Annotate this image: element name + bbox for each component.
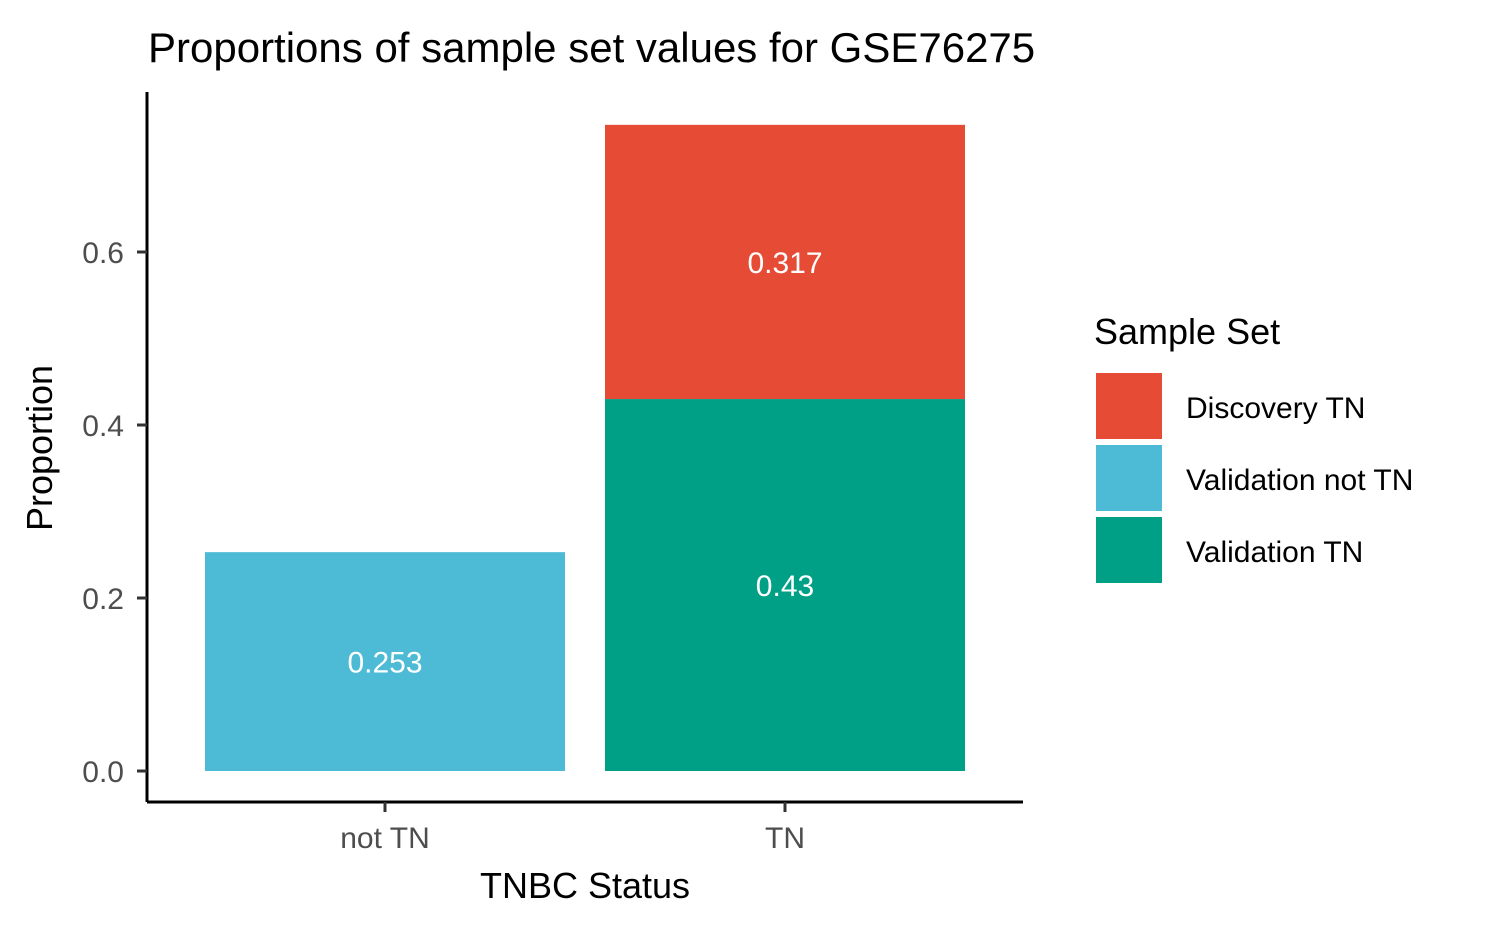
x-axis-title: TNBC Status (480, 865, 690, 906)
chart-title: Proportions of sample set values for GSE… (148, 24, 1035, 71)
data-label: 0.253 (347, 647, 422, 680)
legend-label: Validation TN (1186, 536, 1363, 569)
y-tick-label: 0.0 (82, 756, 124, 789)
y-tick-label: 0.6 (82, 237, 124, 270)
legend-key (1094, 443, 1164, 513)
x-tick-label: TN (765, 822, 805, 855)
bar-validation-tn (605, 399, 965, 771)
legend: Sample Set Discovery TN Validation not TN… (1094, 311, 1413, 585)
x-axis-ticks: not TN TN (340, 802, 805, 855)
bar-validation-not-tn (205, 552, 565, 771)
y-axis-title: Proportion (19, 365, 60, 531)
bar-discovery-tn (605, 124, 965, 400)
y-tick-label: 0.2 (82, 583, 124, 616)
legend-title: Sample Set (1094, 311, 1280, 352)
legend-key (1094, 515, 1164, 585)
legend-label: Discovery TN (1186, 392, 1365, 425)
plot-area: 0.253 0.43 0.317 (205, 124, 965, 771)
data-label: 0.43 (756, 570, 814, 603)
y-axis-ticks: 0.0 0.2 0.4 0.6 (82, 237, 147, 789)
y-tick-label: 0.4 (82, 410, 124, 443)
legend-key (1094, 371, 1164, 441)
data-label: 0.317 (747, 247, 822, 280)
x-tick-label: not TN (340, 822, 430, 855)
legend-label: Validation not TN (1186, 464, 1413, 497)
